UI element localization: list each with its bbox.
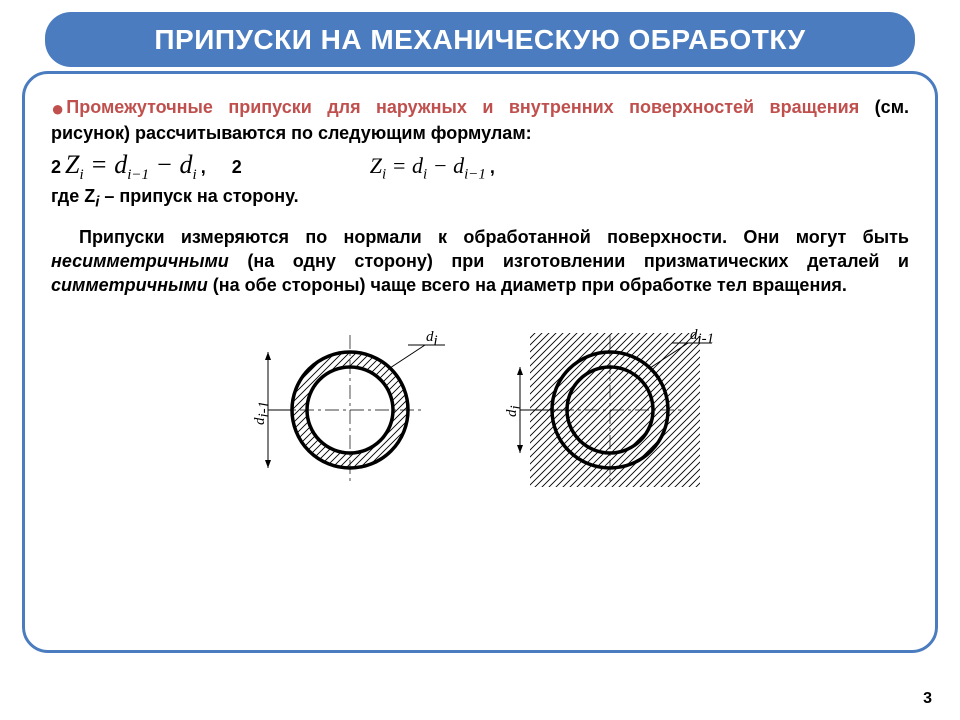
emph-sym: симметричными [51,275,208,295]
diagram-inner: di-1 di [490,315,720,505]
formula-row: 2 Zi = di−1 − di , 2 Zi = di − di−1 , [51,150,909,184]
slide-title: ПРИПУСКИ НА МЕХАНИЧЕСКУЮ ОБРАБОТКУ [69,22,891,57]
emph-asym: несимметричными [51,251,229,271]
formula-2: Zi = di − di−1 [370,153,486,183]
slide: ПРИПУСКИ НА МЕХАНИЧЕСКУЮ ОБРАБОТКУ ●Пром… [0,0,960,720]
content-box: ●Промежуточные припуски для наружных и в… [22,71,938,653]
para1-lead: Промежуточные припуски для наружных и вн… [66,97,859,117]
diagram-row: di di-1 [51,315,909,505]
svg-text:di: di [504,406,524,418]
diagram-outer: di di-1 [240,315,460,505]
page-number: 3 [923,690,932,708]
svg-text:di: di [426,329,438,349]
where-line: где Zi – припуск на сторону. [51,186,909,211]
title-box: ПРИПУСКИ НА МЕХАНИЧЕСКУЮ ОБРАБОТКУ [45,12,915,67]
comma-1: , [201,157,206,178]
coeff-2b: 2 [232,157,242,178]
paragraph-1: ●Промежуточные припуски для наружных и в… [51,96,909,146]
coeff-2a: 2 [51,157,61,178]
formula-block: 2 Zi = di−1 − di , 2 Zi = di − di−1 , гд… [51,150,909,211]
paragraph-2: Припуски измеряются по нормали к обработ… [51,225,909,297]
svg-text:di-1: di-1 [252,401,272,425]
comma-2: , [490,157,495,178]
bullet-icon: ● [51,96,64,122]
formula-1: Zi = di−1 − di [65,150,197,184]
